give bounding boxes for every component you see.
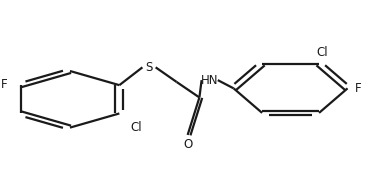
Text: O: O — [183, 138, 192, 151]
Text: F: F — [355, 82, 362, 95]
Text: HN: HN — [201, 74, 218, 87]
Text: S: S — [145, 61, 153, 74]
Text: Cl: Cl — [131, 121, 142, 134]
Text: F: F — [1, 78, 8, 91]
Text: Cl: Cl — [316, 46, 328, 59]
